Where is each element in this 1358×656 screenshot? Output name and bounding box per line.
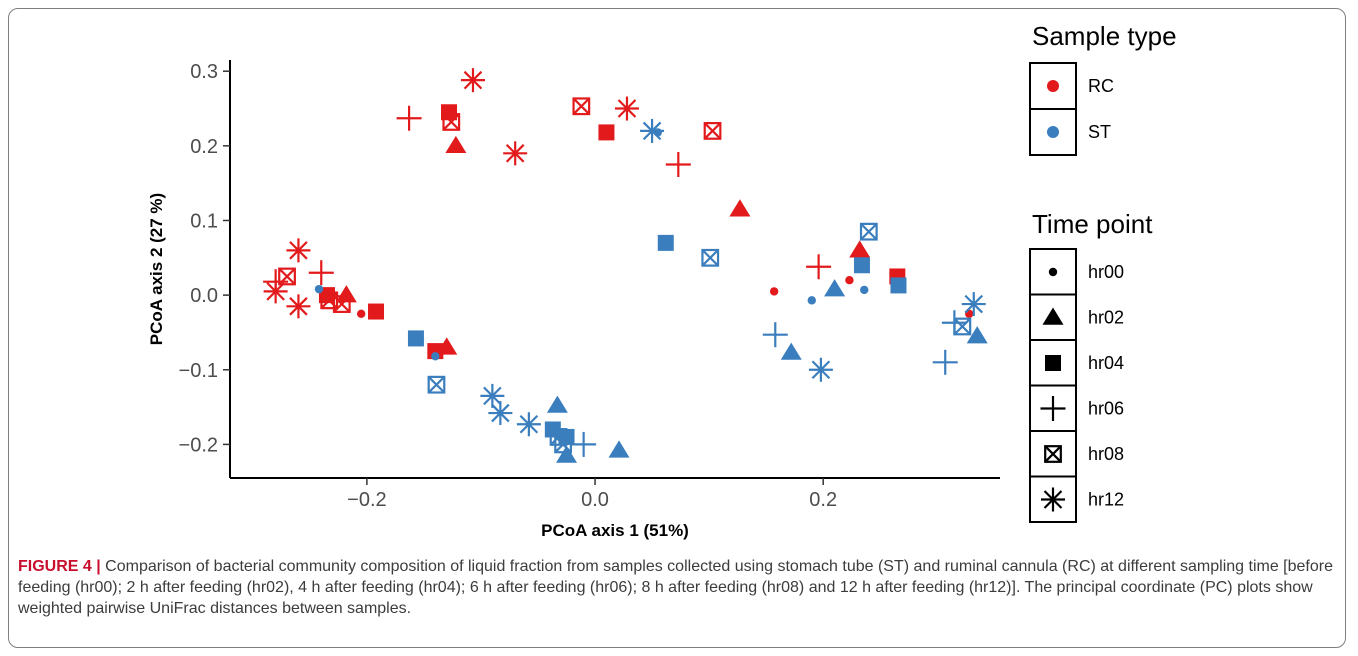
data-point-st-hr06 [762,322,788,348]
legend-swatch-st [1047,126,1059,138]
legend-key-box [1029,475,1077,523]
legend-key-box [1029,108,1077,156]
data-point-rc-hr08 [278,267,296,286]
x-tick-label: −0.2 [347,489,386,511]
data-point-st-hr00 [314,284,324,294]
legend-label-hr04: hr04 [1088,353,1124,373]
data-point-rc-hr06 [806,254,832,280]
data-point-st-hr00 [431,352,440,361]
legend-label-st: ST [1088,122,1111,142]
data-point-rc-hr04 [598,124,615,141]
data-point-st-hr08 [859,222,878,241]
data-point-rc-hr00 [769,287,779,296]
y-tick-label: 0.3 [190,61,218,83]
data-point-st-hr12 [640,118,665,143]
legend-glyph-hr04 [1045,355,1061,371]
legend-glyph-hr00 [1048,267,1058,277]
data-point-rc-hr06 [308,260,334,286]
caption-text: Comparison of bacterial community compos… [18,558,1333,617]
data-point-rc-hr12 [503,141,528,166]
legend-glyph-hr06 [1040,396,1066,421]
data-point-rc-hr00 [356,309,366,318]
data-point-rc-hr02 [335,285,357,303]
data-point-rc-hr12 [286,294,311,319]
data-point-rc-hr12 [460,68,485,93]
legend-glyph-hr08 [1044,445,1062,463]
data-point-st-hr06 [932,349,958,375]
data-point-st-hr04 [890,277,907,294]
y-tick-label: 0.2 [190,136,218,158]
data-point-st-hr04 [657,234,674,251]
y-tick-label: 0.0 [190,285,218,307]
data-point-rc-hr08 [332,295,351,313]
axes: −0.2 −0.1 0.0 0.1 0.2 0.3 −0.2 0.0 0.2 PCoA axis … [147,60,1000,540]
caption-label: FIGURE 4 | [18,558,101,575]
data-point-st-hr12 [480,383,505,408]
data-point-rc-hr08 [572,97,591,116]
data-point-st-hr00 [807,296,816,305]
data-point-st-hr12 [516,412,541,437]
data-point-rc-hr12 [263,279,288,304]
legend-glyph-hr12 [1041,487,1065,512]
data-point-rc-hr02 [849,240,871,258]
legend-title-time-point: Time point [1032,209,1153,239]
y-tick-label: −0.2 [179,434,218,456]
data-point-rc-hr06 [396,105,422,131]
data-point-st-hr02 [966,326,988,344]
x-axis-title: PCoA axis 1 (51%) [541,521,689,540]
data-point-rc-hr12 [614,96,639,121]
data-point-st-hr04 [407,330,424,347]
data-point-st-hr02 [546,395,568,413]
data-point-rc-hr12 [286,238,311,263]
y-axis-title: PCoA axis 2 (27 %) [147,193,166,345]
legend-glyph-hr02 [1042,307,1064,325]
legend-label-hr02: hr02 [1088,308,1124,328]
x-tick-label: 0.2 [809,489,837,511]
data-point-st-hr12 [961,292,986,317]
y-tick-label: 0.1 [190,210,218,232]
data-point-st-hr02 [556,445,578,463]
data-point-st-hr00 [860,285,869,295]
data-point-st-hr08 [554,435,572,454]
data-point-st-hr02 [608,440,630,458]
data-point-rc-hr02 [445,135,467,154]
data-point-st-hr04 [853,257,870,274]
data-point-rc-hr08 [442,113,461,131]
data-point-rc-hr02 [729,199,751,217]
legend-label-hr06: hr06 [1088,399,1124,419]
legend-label-hr12: hr12 [1088,490,1124,510]
data-point-st-hr08 [701,248,720,267]
y-tick-label: −0.1 [179,360,218,382]
legend-label-hr08: hr08 [1088,444,1124,464]
data-point-rc-hr04 [368,303,385,320]
plot-area [263,68,988,463]
legend: Sample type RC ST Time point hr00 hr02 hr04 hr0… [1029,21,1177,523]
figure-caption: FIGURE 4 | Comparison of bacterial commu… [18,556,1338,619]
data-point-st-hr06 [571,431,597,457]
legend-label-rc: RC [1088,76,1114,96]
legend-title-sample-type: Sample type [1032,21,1177,51]
data-point-rc-hr06 [665,152,691,177]
data-point-st-hr02 [780,342,802,360]
data-point-rc-hr08 [703,122,722,140]
legend-label-hr00: hr00 [1088,262,1124,282]
data-point-rc-hr00 [845,275,854,285]
data-point-st-hr08 [953,317,972,336]
data-point-st-hr02 [824,279,846,297]
legend-swatch-rc [1047,80,1059,92]
data-point-st-hr12 [808,357,833,382]
data-point-st-hr12 [488,401,513,426]
x-tick-label: 0.0 [581,489,609,511]
data-point-st-hr08 [427,375,446,394]
